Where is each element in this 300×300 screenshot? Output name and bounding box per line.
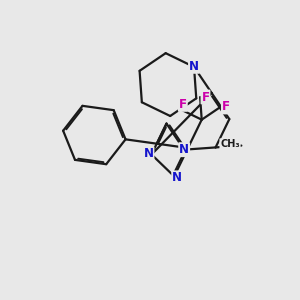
- Text: F: F: [202, 91, 209, 103]
- Text: F: F: [179, 98, 187, 111]
- Text: N: N: [143, 147, 154, 161]
- Text: CH₃: CH₃: [220, 139, 240, 149]
- Text: N: N: [189, 60, 199, 73]
- Text: F: F: [222, 100, 230, 113]
- Text: N: N: [172, 171, 182, 184]
- Text: N: N: [179, 143, 189, 156]
